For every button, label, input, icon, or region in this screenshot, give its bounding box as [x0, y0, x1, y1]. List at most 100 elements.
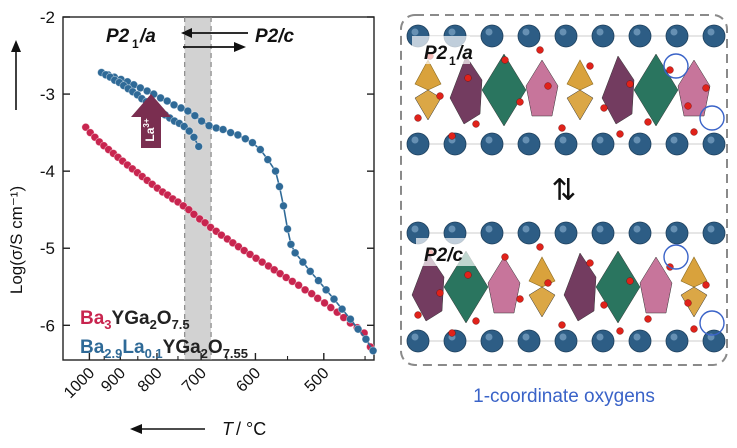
ba-ion — [591, 24, 615, 48]
ion-highlight — [670, 225, 678, 233]
ba-ion — [665, 221, 689, 245]
oxygen — [414, 114, 422, 122]
phase-label-left-tail: /a — [139, 26, 156, 47]
structure-panel: ⇅ P2 1 /a P2/c — [400, 14, 728, 366]
ba-ion — [702, 24, 726, 48]
series-pink-point — [239, 246, 249, 255]
oxygen — [501, 56, 509, 64]
series-blue-heating-point — [275, 182, 284, 191]
series-blue-heating-point — [305, 267, 315, 276]
dopant-arrow: La3+ — [131, 94, 171, 148]
oxygen — [690, 325, 698, 333]
structure-panel-border — [400, 14, 728, 366]
series-blue-heating-point — [190, 111, 200, 120]
ba-ion — [406, 132, 430, 156]
ion-highlight — [633, 333, 641, 341]
structure-caption: 1-coordinate oxygens — [473, 386, 655, 407]
series-group — [81, 68, 378, 356]
ion-highlight — [559, 333, 567, 341]
ba-ion — [665, 24, 689, 48]
legend-subscript: 2 — [150, 317, 157, 332]
oxygen — [414, 311, 422, 319]
ion-highlight — [596, 136, 604, 144]
plot-frame — [62, 16, 375, 361]
oxygen — [448, 329, 456, 337]
ion-highlight — [485, 333, 493, 341]
x-tick-label: 1000 — [61, 365, 98, 402]
oxygen — [684, 299, 692, 307]
oxygen — [436, 289, 444, 297]
ba-ion — [665, 329, 689, 353]
ba-ion — [591, 221, 615, 245]
series-pink-point — [217, 230, 226, 240]
series-pink-point — [81, 122, 90, 132]
series-blue-heating-point — [283, 224, 292, 234]
polyhedron — [528, 286, 556, 318]
oxygen — [702, 281, 710, 289]
ba-ion — [517, 329, 541, 353]
transition-band-group — [184, 17, 212, 360]
polyhedron — [487, 256, 521, 314]
oxygen — [472, 120, 480, 128]
series-blue-heating-point — [233, 130, 243, 140]
legend-subscript: 3 — [104, 317, 111, 332]
ion-highlight — [707, 225, 715, 233]
oxygen — [501, 253, 509, 261]
ba-ion — [517, 221, 541, 245]
series-pink-point — [281, 273, 291, 282]
ion-highlight — [411, 333, 419, 341]
series-pink-point — [288, 277, 297, 286]
ion-highlight — [670, 136, 678, 144]
phase-label-right: P2/c — [255, 26, 295, 47]
structure-label-bottom-main: P2/c — [424, 245, 464, 266]
x-axis-label-unit: / °C — [236, 419, 266, 439]
legend-subscript: 7.5 — [172, 317, 190, 332]
ion-highlight — [596, 333, 604, 341]
series-blue-heating-point — [271, 166, 280, 176]
oxygen — [472, 317, 480, 325]
structure-label-top-bg — [412, 36, 470, 64]
phase-arrows — [181, 28, 248, 52]
series-blue-heating-point — [248, 138, 257, 147]
legend-text: YGa — [112, 308, 150, 329]
oxygen — [626, 80, 634, 88]
structure-p2c — [406, 221, 726, 353]
legend-subscript: 2 — [201, 346, 208, 361]
structure-p21a — [406, 24, 726, 156]
ion-highlight — [670, 28, 678, 36]
ba-ion — [591, 132, 615, 156]
x-tick-label: 600 — [233, 365, 264, 396]
legend-entry-blue: Ba2.9La0.1YGa2O7.55 — [80, 337, 248, 361]
series-blue-heating-point — [337, 304, 347, 314]
oxygen — [586, 62, 594, 70]
polyhedron — [639, 256, 673, 314]
ion-highlight — [596, 225, 604, 233]
series-pink-point — [313, 294, 322, 303]
legend-subscript: 7.55 — [223, 346, 248, 361]
oxygen — [516, 98, 524, 106]
series-pink-point — [294, 280, 303, 290]
ion-highlight — [559, 136, 567, 144]
structure-label-bottom: P2/c — [416, 238, 476, 266]
oxygen — [464, 74, 472, 82]
ion-highlight — [485, 28, 493, 36]
oxygen — [626, 277, 634, 285]
series-blue-heating-point — [169, 100, 179, 110]
series-pink-point — [200, 218, 210, 228]
ion-highlight — [411, 136, 419, 144]
series-pink-point — [245, 250, 255, 259]
oxygen — [516, 295, 524, 303]
y-tick-label: -3 — [40, 85, 55, 104]
series-pink-point — [269, 265, 279, 275]
series-blue-heating-point — [263, 155, 273, 164]
oxygen — [544, 82, 552, 90]
series-pink-point — [307, 289, 316, 298]
polyhedron — [633, 53, 679, 127]
ba-ion — [480, 24, 504, 48]
oxygen — [536, 243, 544, 251]
oxygen — [616, 327, 624, 335]
series-blue-heating-point — [226, 128, 235, 137]
oxygen — [690, 128, 698, 136]
series-blue-heating-point — [279, 201, 288, 211]
